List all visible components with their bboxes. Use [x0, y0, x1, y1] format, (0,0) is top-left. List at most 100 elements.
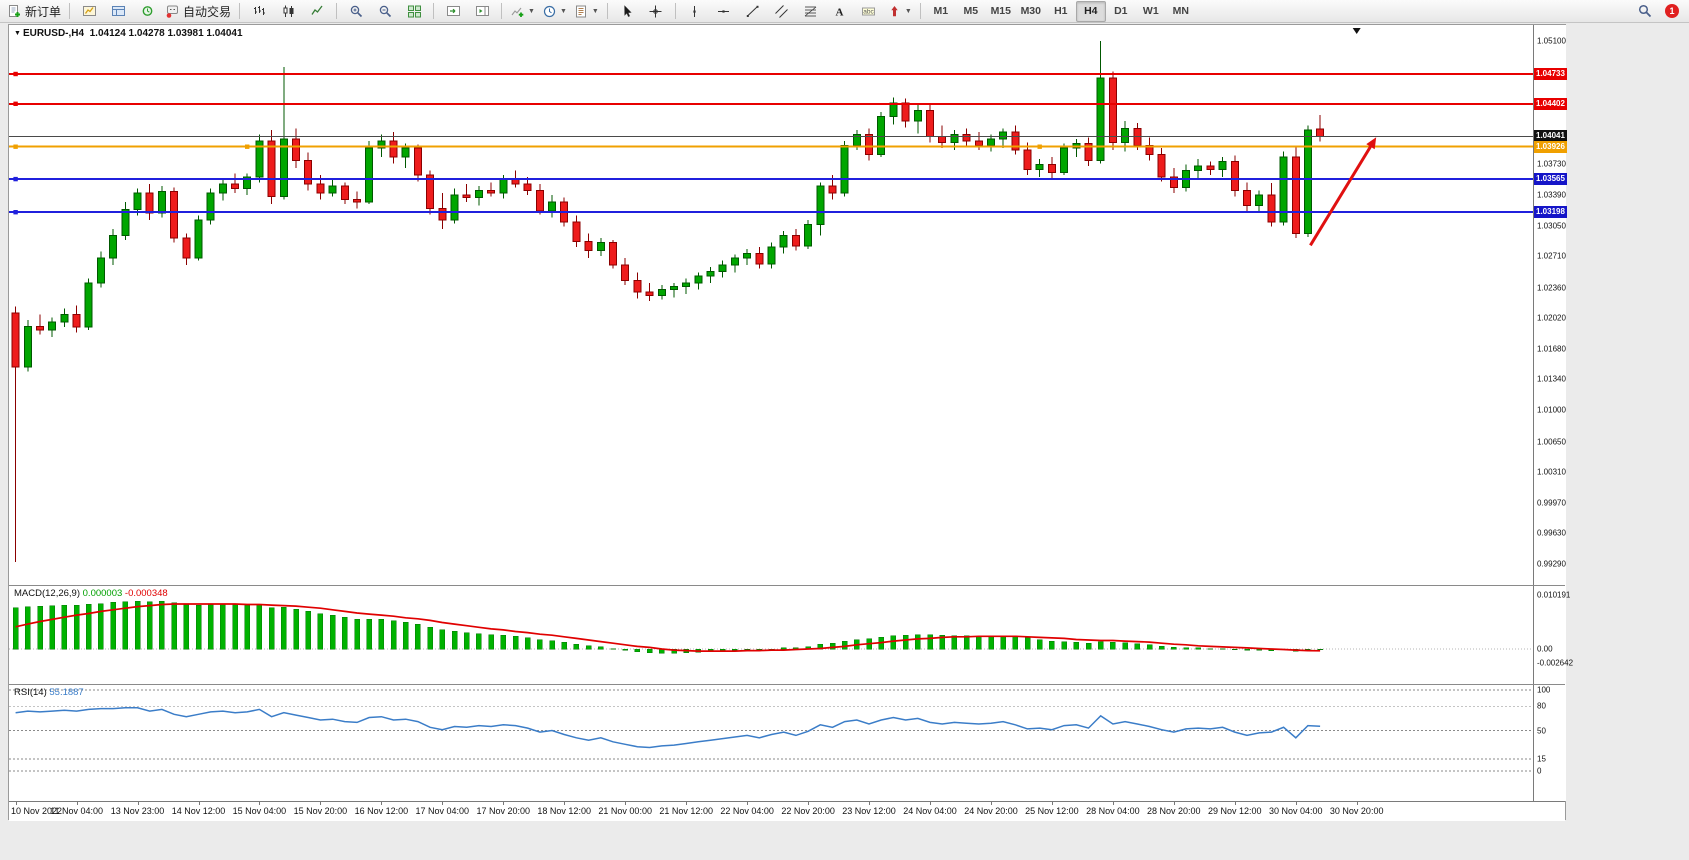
time-tick: [747, 802, 749, 805]
crosshair-button[interactable]: [642, 0, 670, 22]
price-tick: 1.00650: [1537, 437, 1566, 446]
candlestick-button[interactable]: [274, 0, 302, 22]
text-icon: A: [836, 6, 844, 18]
price-tick: 1.01000: [1537, 405, 1566, 415]
indicators-icon: [511, 7, 524, 17]
macd-axis-tick: -0.002642: [1537, 658, 1574, 668]
indicators-button[interactable]: ▼: [507, 0, 538, 22]
symbol-dropdown-icon[interactable]: ▼: [14, 30, 21, 37]
timeframe-w1[interactable]: W1: [1142, 5, 1159, 17]
timeframe-m5[interactable]: M5: [963, 5, 979, 17]
hline-anchor[interactable]: [13, 176, 18, 182]
price-axis[interactable]: 1.05100 1.03730 1.03390 1.03050 1.02710 1.023…: [1533, 25, 1573, 801]
time-tick: [808, 802, 810, 805]
price-tick: 1.01680: [1537, 344, 1566, 354]
profiles-button[interactable]: [104, 0, 132, 22]
price-tick: 1.01340: [1537, 374, 1566, 384]
rsi-name: RSI(14): [14, 687, 47, 698]
text-button[interactable]: A: [826, 0, 854, 22]
hline-anchor[interactable]: [13, 71, 18, 77]
hline-anchor[interactable]: [13, 210, 18, 215]
search-button[interactable]: [1631, 0, 1659, 22]
time-label: 16 Nov 12:00: [354, 806, 409, 816]
price-tag-1.04402: 1.04402: [1534, 97, 1567, 110]
zoom-out-icon: [379, 5, 391, 17]
macd-signal-line: [15, 603, 1321, 652]
time-tick: [686, 802, 688, 805]
vertical-line-button[interactable]: [681, 0, 709, 22]
time-tick: [869, 802, 870, 805]
ohlc-label: 1.04124 1.04278 1.03981 1.04041: [89, 28, 243, 39]
timeframe-m30[interactable]: M30: [1020, 5, 1041, 17]
timeframe-h4[interactable]: H4: [1075, 0, 1106, 22]
toolbar-separator: [239, 3, 241, 19]
chart-title: ▼ EURUSD-,H4 1.04124 1.04278 1.03981 1.04…: [14, 28, 243, 39]
horizontal-line-button[interactable]: [710, 0, 738, 22]
time-tick: [1112, 802, 1114, 805]
periods-button[interactable]: ▼: [539, 0, 570, 22]
auto-scroll-button[interactable]: [439, 0, 467, 22]
hline-anchor[interactable]: [1037, 144, 1042, 149]
line-chart-button[interactable]: [303, 0, 331, 22]
search-icon: [1638, 4, 1652, 18]
trend-arrow-annotation[interactable]: [1309, 137, 1377, 247]
hline-anchor[interactable]: [13, 144, 18, 149]
channel-button[interactable]: [768, 0, 796, 22]
time-label: 30 Nov 20:00: [1329, 806, 1384, 816]
price-tick: 1.05100: [1537, 36, 1566, 46]
timeframe-m15[interactable]: M15: [990, 5, 1011, 17]
market-watch-button[interactable]: [133, 0, 161, 22]
bar-chart-button[interactable]: [245, 0, 273, 22]
price-tag-1.04041: 1.04041: [1534, 130, 1567, 143]
crosshair-icon: [649, 5, 662, 17]
macd-signal-value: -0.000348: [124, 588, 168, 599]
time-axis[interactable]: 10 Nov 2022 11 Nov 04:00 13 Nov 23:00 14 No…: [9, 801, 1565, 821]
time-tick: [15, 802, 17, 805]
chart-window: ▼ EURUSD-,H4 1.04124 1.04278 1.03981 1.04…: [8, 24, 1573, 821]
rsi-level-lines: [9, 689, 1533, 772]
cursor-button[interactable]: [613, 0, 641, 22]
macd-main-value: 0.000003: [82, 588, 123, 599]
macd-histogram: [12, 601, 1323, 654]
new-order-button[interactable]: 新订单: [4, 0, 64, 22]
templates-button[interactable]: ▼: [571, 0, 602, 22]
bar-chart-icon: [253, 5, 265, 15]
timeframe-h1[interactable]: H1: [1054, 5, 1068, 17]
arrows-button[interactable]: ▼: [884, 0, 915, 22]
zoom-out-button[interactable]: [371, 0, 399, 22]
pane-separator[interactable]: [9, 684, 1565, 685]
horizontal-line-icon: [718, 9, 730, 13]
fibonacci-button[interactable]: [797, 0, 825, 22]
notification-badge[interactable]: 1: [1665, 4, 1679, 18]
time-tick: [198, 802, 200, 805]
auto-trading-button[interactable]: 自动交易: [162, 0, 234, 22]
timeframe-m1[interactable]: M1: [933, 5, 949, 17]
chart-shift-button[interactable]: [468, 0, 496, 22]
time-tick: [930, 802, 931, 805]
time-label: 28 Nov 20:00: [1147, 806, 1201, 816]
candlestick-icon: [283, 5, 294, 17]
new-chart-button[interactable]: [75, 0, 103, 22]
time-label: 15 Nov 04:00: [232, 806, 287, 816]
hline-anchor[interactable]: [245, 144, 250, 149]
chevron-down-icon: ▼: [559, 7, 567, 15]
text-label-button[interactable]: abc: [855, 0, 883, 22]
hline-anchor[interactable]: [13, 101, 18, 106]
new-order-icon: [9, 4, 20, 17]
toolbar-separator: [606, 3, 608, 19]
chart-plot[interactable]: [9, 25, 1533, 801]
timeframe-d1[interactable]: D1: [1114, 5, 1128, 17]
toolbar-separator: [336, 3, 338, 19]
time-label: 22 Nov 20:00: [781, 806, 835, 816]
pane-separator[interactable]: [9, 585, 1565, 586]
tile-windows-button[interactable]: [400, 0, 428, 22]
svg-text:abc: abc: [864, 8, 875, 15]
candlestick-series: [11, 41, 1325, 563]
zoom-in-button[interactable]: [342, 0, 370, 22]
time-tick: [625, 802, 627, 805]
trendline-button[interactable]: [739, 0, 767, 22]
timeframe-mn[interactable]: MN: [1172, 5, 1189, 17]
price-tick: 1.02710: [1537, 251, 1566, 261]
time-label: 28 Nov 04:00: [1086, 806, 1140, 816]
templates-icon: [575, 5, 586, 17]
